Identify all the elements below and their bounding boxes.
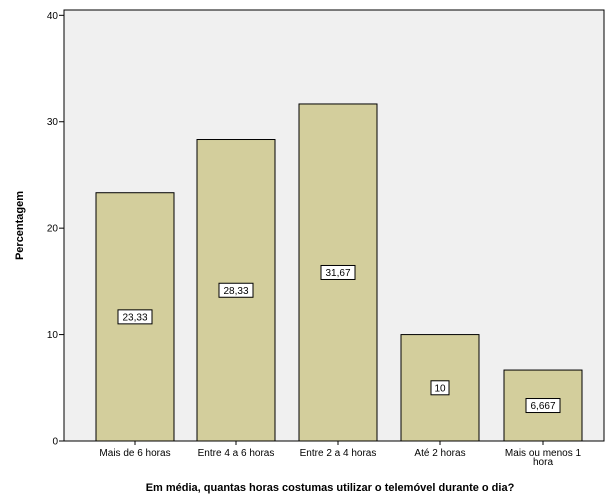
x-category-label-1: Mais de 6 horas (99, 448, 170, 459)
x-category-label-3: Entre 2 a 4 horas (300, 448, 377, 459)
y-tick-label-20: 20 (47, 224, 59, 235)
data-label-box-1 (117, 309, 153, 325)
data-label-2: 28,33 (218, 282, 254, 298)
x-category-label-4: Até 2 horas (414, 448, 465, 459)
data-label-box-3 (320, 264, 356, 280)
data-label-text-5: 6,667 (530, 401, 555, 412)
y-tick-label-40: 40 (47, 11, 59, 22)
data-label-5: 6,667 (525, 398, 561, 414)
x-axis: Mais de 6 horas Entre 4 a 6 horas Entre 2 … (99, 441, 582, 468)
x-category-label-2: Entre 4 a 6 horas (198, 448, 275, 459)
data-label-text-1: 23,33 (122, 312, 147, 323)
x-category-label-5: Mais ou menos 1 hora (505, 448, 582, 468)
y-tick-label-30: 30 (47, 117, 59, 128)
y-tick-label-10: 10 (47, 330, 59, 341)
data-label-text-2: 28,33 (223, 286, 248, 297)
data-label-1: 23,33 (117, 309, 153, 325)
data-label-box-4 (430, 380, 450, 396)
data-label-3: 31,67 (320, 264, 356, 280)
y-tick-label-0: 0 (52, 437, 58, 448)
data-label-text-3: 31,67 (325, 268, 350, 279)
y-axis-title: Percentagem (14, 191, 26, 260)
data-labels-group: 23,33 28,33 31,67 10 6,667 (117, 264, 561, 414)
x-axis-title: Em média, quantas horas costumas utiliza… (146, 482, 515, 494)
data-label-4: 10 (430, 380, 450, 396)
data-label-box-5 (525, 398, 561, 414)
data-label-text-4: 10 (434, 383, 446, 394)
data-label-box-2 (218, 282, 254, 298)
y-axis: 0 10 20 30 40 (47, 11, 64, 448)
